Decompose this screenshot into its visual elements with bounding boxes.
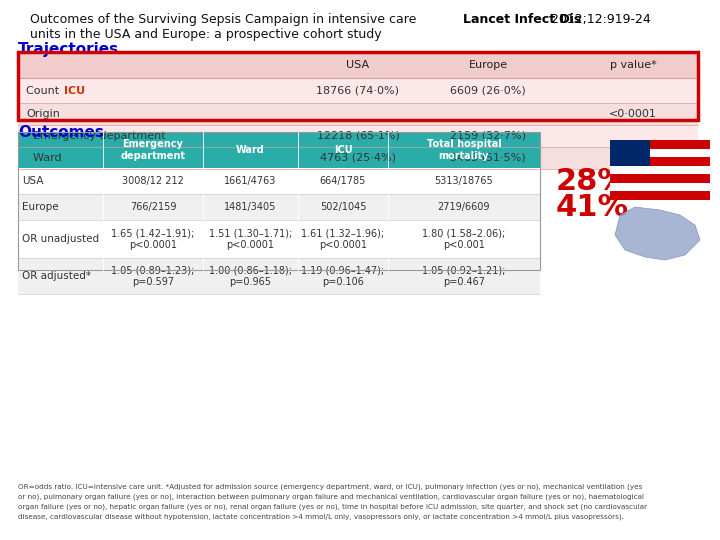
- Bar: [610, 140, 710, 149]
- Text: 3008/12 212: 3008/12 212: [122, 176, 184, 186]
- Bar: [18, 52, 698, 78]
- Text: 1.65 (1.42–1.91);
p<0.0001: 1.65 (1.42–1.91); p<0.0001: [112, 228, 194, 250]
- Text: USA: USA: [22, 176, 43, 186]
- Text: p value*: p value*: [610, 60, 657, 70]
- Bar: [610, 174, 710, 183]
- Text: ICU: ICU: [333, 145, 352, 155]
- Text: organ failure (yes or no), hepatic organ failure (yes or no), renal organ failur: organ failure (yes or no), hepatic organ…: [18, 503, 647, 510]
- Text: 5313/18765: 5313/18765: [435, 176, 493, 186]
- Text: 12218 (65·1%): 12218 (65·1%): [317, 131, 400, 141]
- Bar: [18, 258, 540, 294]
- Bar: [18, 194, 540, 220]
- Text: USA: USA: [346, 60, 369, 70]
- Text: 41%: 41%: [556, 192, 629, 221]
- Text: Emergency department: Emergency department: [26, 131, 166, 141]
- Text: 4763 (25·4%): 4763 (25·4%): [320, 153, 396, 163]
- Text: Europe: Europe: [22, 202, 58, 212]
- Text: Europe: Europe: [469, 60, 508, 70]
- Text: 502/1045: 502/1045: [320, 202, 366, 212]
- Text: OR unadjusted: OR unadjusted: [22, 234, 99, 244]
- Text: Outcomes of the Surviving Sepsis Campaign in intensive care: Outcomes of the Surviving Sepsis Campaig…: [30, 13, 416, 26]
- Bar: [18, 147, 698, 169]
- Bar: [610, 157, 710, 166]
- Bar: [610, 183, 710, 191]
- Text: 1.05 (0.89–1.23);
p=0.597: 1.05 (0.89–1.23); p=0.597: [112, 265, 194, 287]
- Text: or no), pulmonary organ failure (yes or no), interaction between pulmonary organ: or no), pulmonary organ failure (yes or …: [18, 493, 644, 500]
- Text: Emergency
department: Emergency department: [120, 139, 186, 161]
- Text: disease, cardiovascular disease without hypotension, lactate concentration >4 mm: disease, cardiovascular disease without …: [18, 513, 624, 519]
- Bar: [18, 78, 698, 103]
- Text: OR adjusted*: OR adjusted*: [22, 271, 91, 281]
- Bar: [18, 52, 698, 120]
- Text: ICU: ICU: [64, 85, 85, 96]
- Bar: [18, 132, 540, 168]
- Bar: [18, 103, 698, 125]
- Text: 18766 (74·0%): 18766 (74·0%): [317, 85, 400, 96]
- Bar: [610, 148, 710, 157]
- Text: <0·0001: <0·0001: [609, 109, 657, 119]
- Text: 1.19 (0.96–1.47);
p=0.106: 1.19 (0.96–1.47); p=0.106: [302, 265, 384, 287]
- Text: 2719/6609: 2719/6609: [438, 202, 490, 212]
- Text: OR=odds ratio. ICU=intensive care unit. *Adjusted for admission source (emergenc: OR=odds ratio. ICU=intensive care unit. …: [18, 483, 642, 489]
- Bar: [610, 166, 710, 174]
- Text: 1.00 (0.86–1.18);
p=0.965: 1.00 (0.86–1.18); p=0.965: [209, 265, 292, 287]
- Bar: [18, 52, 698, 120]
- Text: 6609 (26·0%): 6609 (26·0%): [450, 85, 526, 96]
- Text: 1661/4763: 1661/4763: [225, 176, 276, 186]
- Text: 2012;12:919-24: 2012;12:919-24: [547, 13, 651, 26]
- Text: 1.80 (1.58–2.06);
p<0.001: 1.80 (1.58–2.06); p<0.001: [423, 228, 505, 250]
- Text: 1.61 (1.32–1.96);
p<0.0001: 1.61 (1.32–1.96); p<0.0001: [302, 228, 384, 250]
- Text: 664/1785: 664/1785: [320, 176, 366, 186]
- Text: 2159 (32·7%): 2159 (32·7%): [450, 131, 526, 141]
- Bar: [610, 191, 710, 200]
- Text: units in the USA and Europe: a prospective cohort study: units in the USA and Europe: a prospecti…: [30, 28, 382, 41]
- Text: Origin: Origin: [26, 109, 60, 119]
- Text: Ward: Ward: [26, 153, 62, 163]
- Bar: [18, 125, 698, 147]
- Text: Outcomes: Outcomes: [18, 125, 104, 140]
- Bar: [610, 140, 650, 166]
- Bar: [18, 168, 540, 194]
- Text: 1481/3405: 1481/3405: [225, 202, 276, 212]
- Polygon shape: [615, 207, 700, 260]
- Text: 3405 (51·5%): 3405 (51·5%): [450, 153, 526, 163]
- Text: 1.51 (1.30–1.71);
p<0.0001: 1.51 (1.30–1.71); p<0.0001: [209, 228, 292, 250]
- Text: 1.05 (0.92–1.21);
p=0.467: 1.05 (0.92–1.21); p=0.467: [423, 265, 505, 287]
- Text: Trajectories: Trajectories: [18, 42, 119, 57]
- Text: 28%: 28%: [556, 166, 629, 195]
- Text: Total hospital
mortality: Total hospital mortality: [427, 139, 501, 161]
- Bar: [18, 132, 540, 270]
- Text: Ward: Ward: [236, 145, 265, 155]
- Text: 766/2159: 766/2159: [130, 202, 176, 212]
- Text: Count: Count: [26, 85, 66, 96]
- Bar: [18, 220, 540, 258]
- Text: Lancet Infect Dis: Lancet Infect Dis: [463, 13, 581, 26]
